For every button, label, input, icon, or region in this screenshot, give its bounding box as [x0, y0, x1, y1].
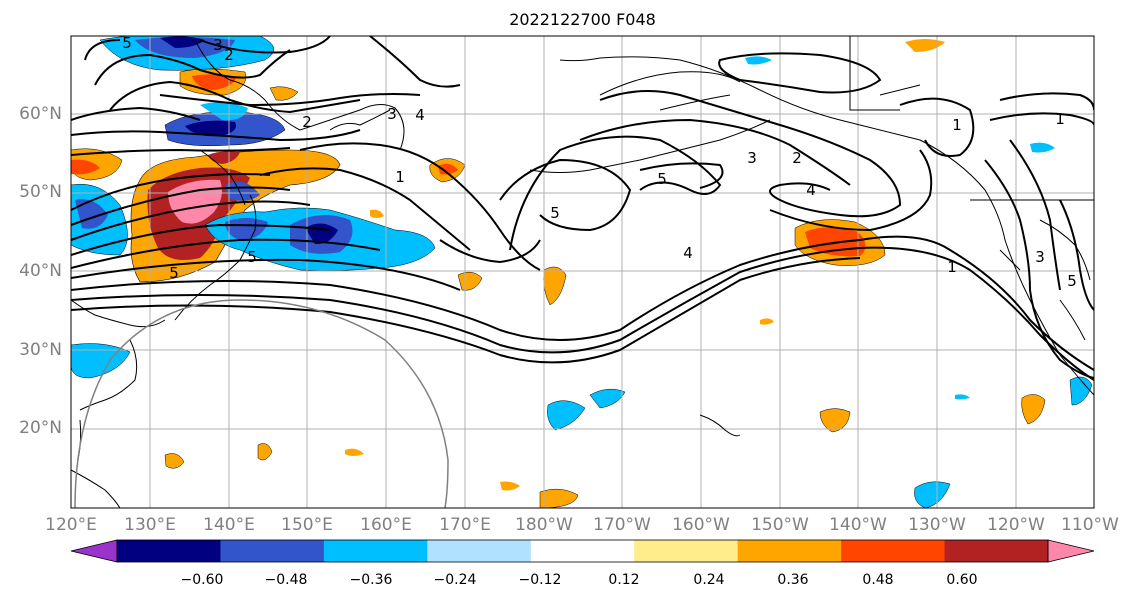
lon-tick-label: 170°E	[439, 515, 491, 535]
lon-tick-label: 180°W	[515, 515, 573, 535]
colorbar-segment	[530, 540, 635, 562]
contour-label: 4	[415, 106, 425, 124]
contour-label: 5	[657, 170, 667, 188]
contour-lines	[71, 36, 1094, 381]
colorbar-tick-label: 0.48	[862, 572, 894, 588]
contour-label: 3	[213, 36, 223, 54]
lon-tick-label: 110°W	[1061, 515, 1119, 535]
contour-label: 3	[1035, 248, 1045, 266]
colorbar-segment	[634, 540, 739, 562]
contour-label: 4	[683, 244, 693, 262]
colorbar-tick-label: 0.12	[608, 572, 640, 588]
contour-label: 3	[387, 105, 397, 123]
colorbar-frame	[116, 539, 1049, 563]
lon-tick-label: 150°E	[281, 515, 333, 535]
lon-tick-label: 160°W	[672, 515, 730, 535]
contour-label: 5	[169, 264, 179, 282]
colorbar-tick-label: 0.36	[777, 572, 809, 588]
contour-label: 5	[122, 34, 132, 52]
colorbar-segment	[323, 540, 428, 562]
lat-tick-label: 50°N	[19, 182, 62, 202]
contour-label: 1	[952, 116, 962, 134]
lat-tick-label: 20°N	[19, 418, 62, 438]
contour-label: 4	[806, 181, 816, 199]
lon-tick-label: 160°E	[360, 515, 412, 535]
colorbar-segment	[841, 540, 946, 562]
colorbar-tick-label: 0.24	[693, 572, 725, 588]
lon-tick-label: 120°E	[45, 515, 97, 535]
lat-tick-label: 60°N	[19, 104, 62, 124]
lon-tick-label: 140°E	[203, 515, 255, 535]
contour-label: 1	[1055, 110, 1065, 128]
lon-tick-label: 120°W	[987, 515, 1045, 535]
contour-label: 5	[1067, 272, 1077, 290]
colorbar-tick-label: −0.24	[433, 572, 477, 588]
contour-label: 2	[224, 46, 234, 64]
contour-label: 1	[947, 258, 957, 276]
lon-tick-label: 140°W	[829, 515, 887, 535]
colorbar-tick-label: −0.60	[180, 572, 224, 588]
shaded-anomaly-field	[71, 36, 1093, 508]
colorbar-tick-label: −0.48	[264, 572, 308, 588]
contour-label: 3	[747, 149, 757, 167]
lon-tick-label: 170°W	[593, 515, 651, 535]
colorbar-tick-label: −0.12	[518, 572, 562, 588]
contour-label: 5	[247, 248, 257, 266]
colorbar-segment	[427, 540, 532, 562]
colorbar-segment	[737, 540, 842, 562]
colorbar-segment	[944, 540, 1049, 562]
colorbar-tick-label: −0.36	[349, 572, 393, 588]
map-frame	[70, 35, 1095, 509]
reference-circle	[74, 299, 449, 508]
colorbar-extend-min	[70, 539, 118, 563]
colorbar-extend-max	[1047, 539, 1095, 563]
lat-tick-label: 40°N	[19, 261, 62, 281]
lon-tick-label: 150°W	[751, 515, 809, 535]
contour-label: 2	[792, 149, 802, 167]
lon-tick-label: 130°E	[124, 515, 176, 535]
contour-label: 1	[395, 168, 405, 186]
colorbar-segment	[220, 540, 325, 562]
lon-tick-label: 130°W	[908, 515, 966, 535]
contour-label: 2	[302, 113, 312, 131]
colorbar	[70, 539, 1095, 563]
lat-tick-label: 30°N	[19, 340, 62, 360]
colorbar-tick-label: 0.60	[946, 572, 978, 588]
colorbar-segment	[117, 540, 221, 562]
contour-label: 5	[550, 204, 560, 222]
map-gridlines	[71, 36, 1094, 508]
map-title: 2022122700 F048	[509, 10, 656, 29]
